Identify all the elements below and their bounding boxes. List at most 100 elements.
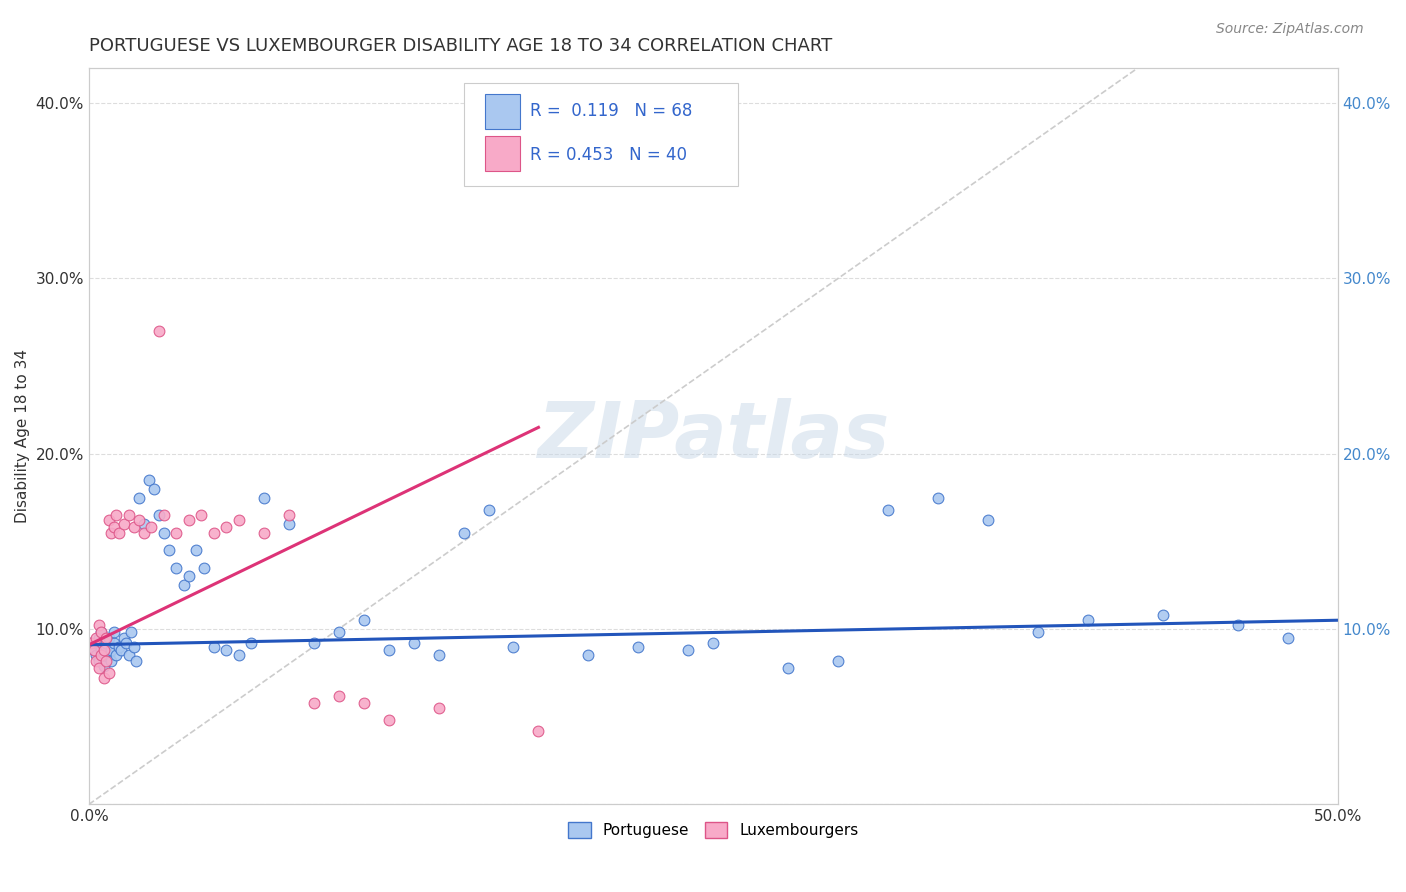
Point: [105, 648, 128, 663]
Point: [90, 643, 112, 657]
Point: [153, 508, 176, 522]
Point: [105, 508, 128, 522]
Point: [302, 696, 325, 710]
Point: [148, 324, 170, 338]
Text: R =  0.119   N = 68: R = 0.119 N = 68: [530, 102, 692, 120]
Point: [122, 520, 145, 534]
Point: [165, 560, 187, 574]
Point: [576, 648, 599, 663]
Point: [277, 516, 299, 531]
Point: [86, 631, 108, 645]
Point: [353, 613, 375, 627]
Point: [377, 643, 399, 657]
Point: [165, 525, 187, 540]
Point: [228, 648, 250, 663]
Point: [778, 660, 800, 674]
Point: [1077, 613, 1099, 627]
Point: [97, 513, 120, 527]
Point: [90, 625, 112, 640]
Point: [173, 578, 195, 592]
Point: [240, 636, 263, 650]
Point: [118, 508, 141, 522]
Point: [83, 643, 105, 657]
FancyBboxPatch shape: [485, 136, 520, 171]
Point: [93, 671, 115, 685]
Point: [502, 640, 524, 654]
Point: [103, 625, 125, 640]
Point: [427, 648, 450, 663]
Point: [627, 640, 650, 654]
Point: [427, 701, 450, 715]
Point: [128, 491, 150, 505]
Point: [202, 640, 225, 654]
Point: [402, 636, 425, 650]
Point: [527, 723, 550, 738]
Point: [328, 625, 350, 640]
Point: [353, 696, 375, 710]
Point: [927, 491, 949, 505]
Point: [86, 636, 108, 650]
Point: [1277, 631, 1299, 645]
Point: [112, 516, 135, 531]
Point: [302, 636, 325, 650]
Text: Source: ZipAtlas.com: Source: ZipAtlas.com: [1216, 22, 1364, 37]
Point: [96, 640, 118, 654]
Point: [86, 648, 108, 663]
Point: [1226, 618, 1249, 632]
Point: [141, 520, 163, 534]
Point: [977, 513, 1000, 527]
Point: [96, 654, 118, 668]
Point: [125, 654, 148, 668]
Point: [190, 508, 212, 522]
Point: [97, 665, 120, 680]
Point: [202, 525, 225, 540]
Point: [253, 525, 276, 540]
Point: [93, 658, 115, 673]
Point: [132, 516, 155, 531]
Point: [215, 643, 238, 657]
Text: R = 0.453   N = 40: R = 0.453 N = 40: [530, 146, 686, 164]
Point: [110, 643, 132, 657]
Point: [100, 643, 122, 657]
Point: [90, 625, 112, 640]
Point: [277, 508, 299, 522]
Y-axis label: Disability Age 18 to 34: Disability Age 18 to 34: [15, 349, 30, 523]
Point: [100, 654, 122, 668]
Point: [1026, 625, 1049, 640]
Point: [97, 648, 120, 663]
Point: [87, 631, 110, 645]
Point: [138, 473, 160, 487]
Point: [328, 689, 350, 703]
Point: [118, 648, 141, 663]
Point: [132, 525, 155, 540]
Point: [97, 631, 120, 645]
Legend: Portuguese, Luxembourgers: Portuguese, Luxembourgers: [561, 816, 865, 845]
Point: [80, 636, 103, 650]
Point: [100, 525, 122, 540]
Point: [86, 654, 108, 668]
Point: [93, 643, 115, 657]
Point: [87, 618, 110, 632]
Point: [827, 654, 849, 668]
FancyBboxPatch shape: [485, 94, 520, 129]
Point: [157, 543, 180, 558]
Point: [87, 654, 110, 668]
Point: [103, 520, 125, 534]
Point: [228, 513, 250, 527]
Point: [177, 569, 200, 583]
Point: [93, 647, 115, 661]
Point: [108, 640, 131, 654]
Point: [122, 640, 145, 654]
Point: [103, 636, 125, 650]
Point: [80, 636, 103, 650]
Point: [112, 631, 135, 645]
Point: [215, 520, 238, 534]
Point: [120, 625, 142, 640]
Text: PORTUGUESE VS LUXEMBOURGER DISABILITY AGE 18 TO 34 CORRELATION CHART: PORTUGUESE VS LUXEMBOURGER DISABILITY AG…: [89, 37, 832, 55]
Point: [177, 513, 200, 527]
Point: [702, 636, 724, 650]
Point: [96, 636, 118, 650]
Point: [128, 513, 150, 527]
Point: [253, 491, 276, 505]
Point: [453, 525, 475, 540]
